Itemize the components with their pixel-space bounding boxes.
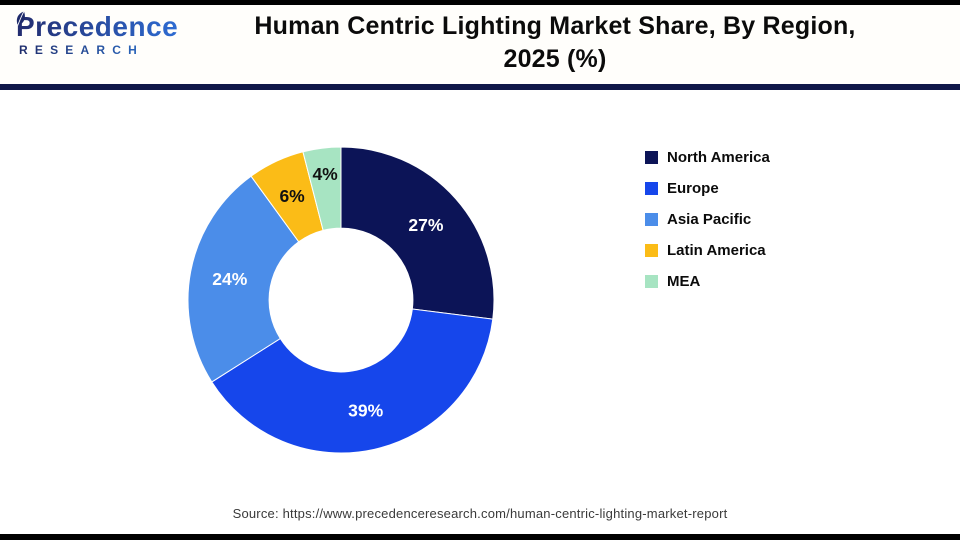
donut-slice-north-america [340, 146, 495, 320]
logo-wordmark: Precedence [16, 11, 206, 42]
data-label-latin-america: 6% [279, 186, 305, 206]
legend-swatch-icon [645, 244, 658, 257]
legend-item-europe: Europe [645, 173, 770, 204]
legend-item-asia-pacific: Asia Pacific [645, 204, 770, 235]
legend-label: Asia Pacific [667, 211, 752, 228]
legend-label: North America [667, 149, 770, 166]
chart-legend: North America Europe Asia Pacific Latin Ame… [645, 142, 770, 297]
data-label-north-america: 27% [408, 215, 443, 235]
chart-title-line1: Human Centric Lighting Market Share, By … [254, 12, 856, 40]
donut-chart: 27% 39% 24% 6% 4% [187, 146, 495, 454]
data-label-asia-pacific: 24% [212, 269, 247, 289]
legend-swatch-icon [645, 182, 658, 195]
legend-swatch-icon [645, 151, 658, 164]
legend-swatch-icon [645, 213, 658, 226]
chart-title: Human Centric Lighting Market Share, By … [215, 10, 895, 76]
source-text: Source: https://www.precedenceresearch.c… [232, 506, 728, 521]
chart-title-line2: 2025 (%) [503, 45, 607, 73]
legend-swatch-icon [645, 275, 658, 288]
precedence-research-logo: Precedence RESEARCH [16, 11, 206, 57]
leaf-icon [11, 3, 32, 35]
frame-border-top [0, 0, 960, 5]
chart-area: 27% 39% 24% 6% 4% North America Europe Asia Pa… [0, 90, 960, 534]
legend-label: Europe [667, 180, 719, 197]
donut-slice-europe [211, 308, 494, 454]
data-label-europe: 39% [348, 401, 383, 421]
header-divider [0, 84, 960, 90]
logo-word-text: Precedence [16, 11, 179, 42]
logo-subtitle: RESEARCH [16, 43, 206, 57]
frame-border-bottom [0, 534, 960, 540]
header: Precedence RESEARCH Human Centric Lighti… [0, 5, 960, 84]
donut-slice-mea [302, 146, 342, 231]
legend-item-mea: MEA [645, 266, 770, 297]
donut-slice-asia-pacific [187, 175, 300, 383]
data-label-mea: 4% [312, 164, 338, 184]
legend-item-latin-america: Latin America [645, 235, 770, 266]
legend-label: Latin America [667, 242, 766, 259]
legend-label: MEA [667, 273, 701, 290]
legend-item-north-america: North America [645, 142, 770, 173]
